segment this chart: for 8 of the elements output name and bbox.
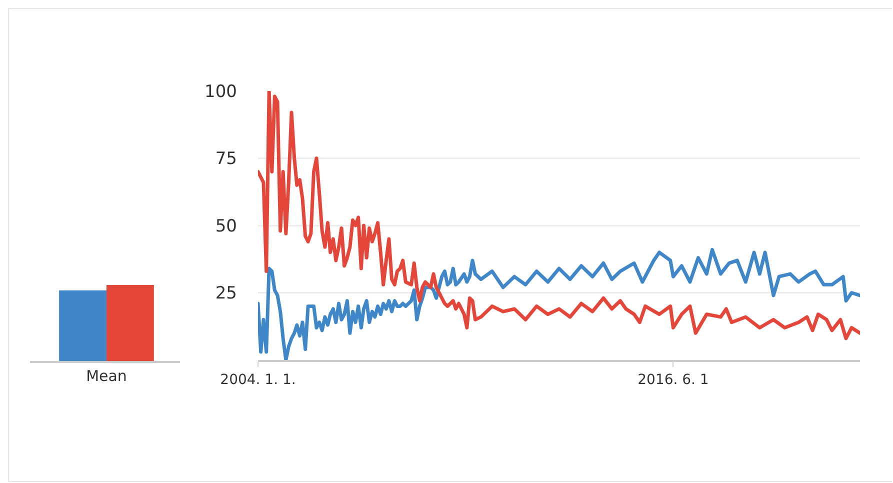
y-tick-label: 75: [215, 149, 237, 170]
line-series: [258, 91, 860, 340]
y-tick-label: 50: [215, 216, 237, 236]
x-tick-label: 2016. 6. 1: [638, 372, 709, 388]
y-tick-label: 25: [215, 284, 237, 304]
y-tick-label: 100: [204, 82, 237, 102]
x-tick-label: 2004. 1. 1.: [220, 372, 296, 388]
x-tick-label: Mean: [86, 367, 127, 385]
